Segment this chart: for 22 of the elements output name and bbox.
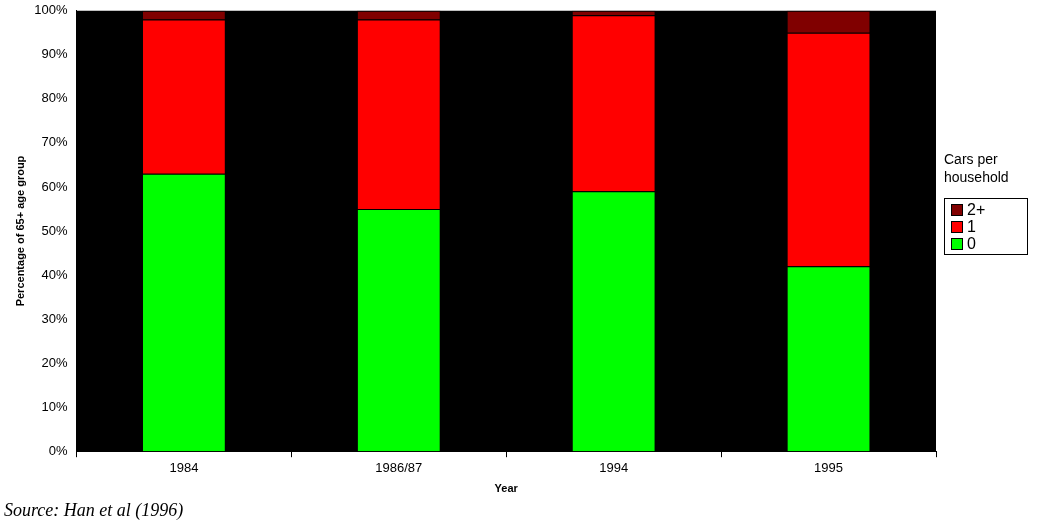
y-tick-label: 70% bbox=[41, 134, 68, 150]
y-tick-label: 100% bbox=[34, 2, 68, 18]
x-axis-title: Year bbox=[494, 482, 519, 495]
x-tick-label: 1986/87 bbox=[375, 459, 423, 475]
y-tick-label: 40% bbox=[41, 266, 68, 282]
y-tick-label: 30% bbox=[41, 310, 68, 326]
x-tick-label: 1995 bbox=[814, 459, 844, 475]
y-tick-label: 60% bbox=[41, 178, 68, 194]
y-tick-label: 10% bbox=[41, 398, 68, 414]
source-note: Source: Han et al (1996) bbox=[4, 500, 184, 521]
legend-title: Cars per household bbox=[944, 150, 1010, 186]
x-tick-label: 1994 bbox=[599, 459, 629, 475]
y-axis-title: Percentage of 65+ age group bbox=[13, 155, 26, 307]
y-tick-label: 80% bbox=[41, 90, 68, 106]
y-tick-label: 20% bbox=[41, 354, 68, 370]
x-tick-label: 1984 bbox=[169, 459, 199, 475]
legend-label: 1 bbox=[967, 218, 976, 235]
y-tick-label: 90% bbox=[41, 46, 68, 62]
legend-label: 2+ bbox=[967, 201, 986, 218]
y-tick-label: 50% bbox=[41, 222, 68, 238]
y-tick-label: 0% bbox=[48, 442, 68, 458]
legend-label: 0 bbox=[967, 235, 976, 252]
